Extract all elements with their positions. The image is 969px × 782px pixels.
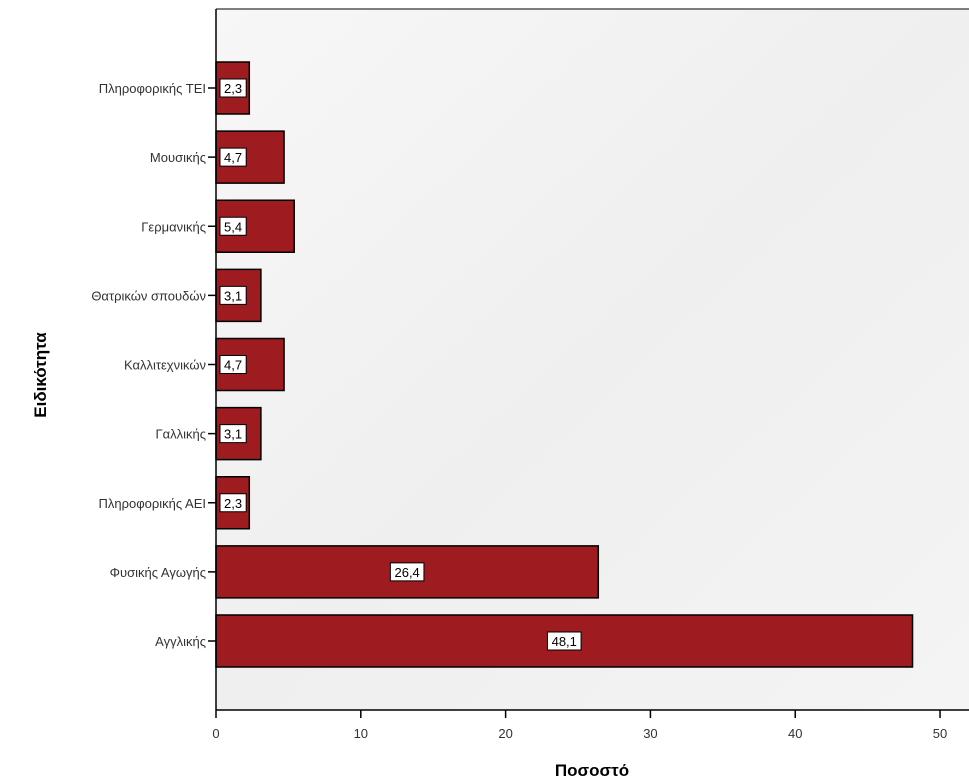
x-tick-label: 30	[643, 726, 657, 741]
bars-layer: 2,3 4,7 5,4 3,1 4,7 3,1 2,3 26,4 48,1	[215, 61, 914, 668]
y-ticks-layer: Πληροφορικής ΤΕΙ Μουσικής Γερμανικής Θατρικ…	[91, 81, 216, 649]
data-label-box	[219, 493, 247, 513]
data-label: 4,7	[224, 358, 242, 373]
data-label: 5,4	[224, 219, 242, 234]
y-tick-label: Μουσικής	[150, 150, 206, 165]
data-label: 2,3	[224, 496, 242, 511]
data-label-box	[219, 78, 247, 98]
x-tick-label: 40	[788, 726, 802, 741]
y-tick-label: Θατρικών σπουδών	[91, 288, 206, 303]
data-label: 2,3	[224, 81, 242, 96]
y-tick-label: Γαλλικής	[155, 427, 206, 442]
x-axis-title: Ποσοστό	[555, 761, 629, 780]
data-label-box	[219, 147, 247, 167]
x-ticks-layer: 0 10 20 30 40 50	[212, 710, 947, 741]
plot-area	[216, 9, 969, 710]
data-label-box	[219, 285, 247, 305]
data-label-box	[219, 216, 247, 236]
data-label: 4,7	[224, 150, 242, 165]
bar	[215, 130, 285, 184]
y-tick-label: Καλλιτεχνικών	[124, 358, 206, 373]
x-tick-label: 20	[498, 726, 512, 741]
data-label: 3,1	[224, 427, 242, 442]
y-tick-label: Πληροφορικής ΤΕΙ	[99, 81, 206, 96]
x-tick-label: 10	[354, 726, 368, 741]
data-label-box	[546, 631, 582, 651]
data-label-box	[219, 355, 247, 374]
data-label: 48,1	[552, 634, 577, 649]
x-tick-label: 50	[933, 726, 947, 741]
data-label: 26,4	[394, 565, 419, 580]
y-tick-label: Αγγλικής	[155, 634, 206, 649]
x-tick-label: 0	[212, 726, 219, 741]
data-label: 3,1	[224, 288, 242, 303]
y-tick-label: Γερμανικής	[141, 219, 206, 234]
y-tick-label: Πληροφορικής ΑΕΙ	[98, 496, 206, 511]
data-label-box	[219, 424, 247, 444]
y-tick-label: Φυσικής Αγωγής	[110, 565, 206, 580]
data-label-box	[389, 562, 425, 582]
y-axis-title: Ειδικότητα	[31, 332, 50, 418]
